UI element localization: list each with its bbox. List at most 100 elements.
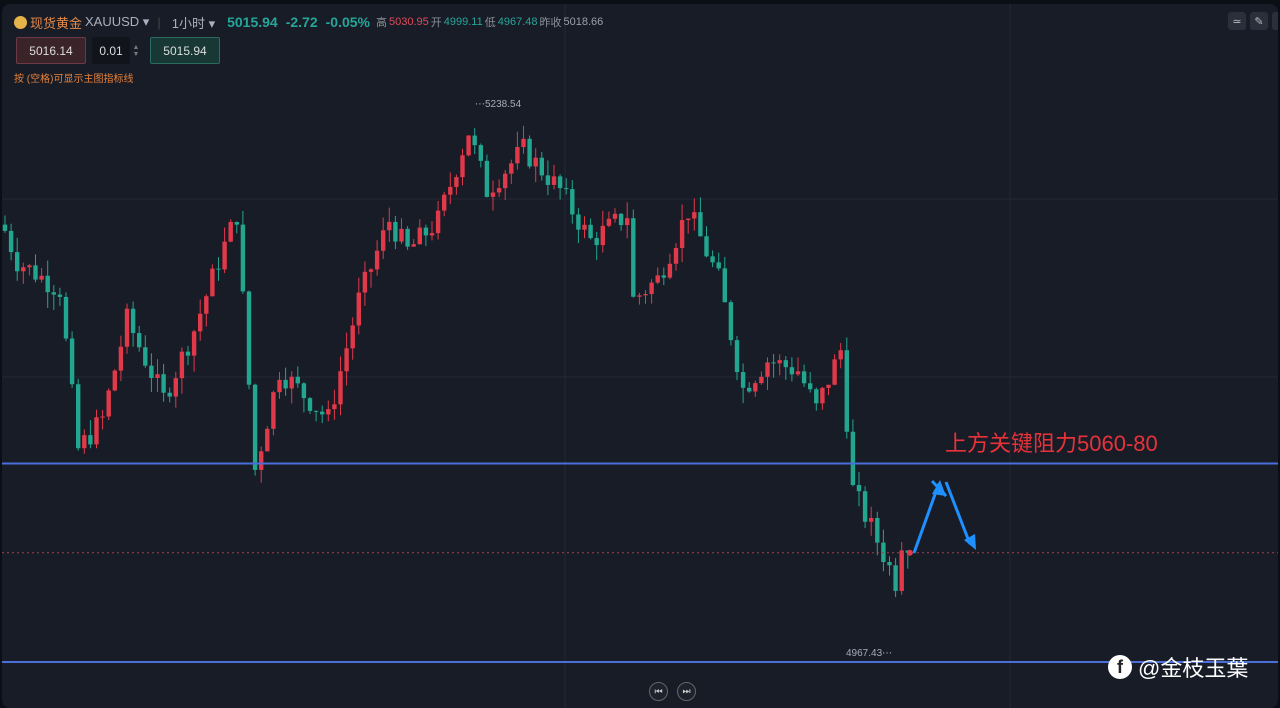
candle-body <box>643 294 648 296</box>
candle-body <box>448 186 453 195</box>
candle-body <box>747 387 752 392</box>
candle-body <box>728 302 734 341</box>
sell-price-button[interactable]: 5016.14 <box>16 37 86 64</box>
candle-body <box>801 371 807 384</box>
candle-body <box>332 404 337 410</box>
candle-body <box>814 389 819 404</box>
candle-body <box>838 350 843 360</box>
candle-body <box>753 383 758 392</box>
buy-price-button[interactable]: 5015.94 <box>150 37 220 64</box>
candle-body <box>137 333 142 348</box>
candle-body <box>82 435 87 449</box>
candle-body <box>490 192 496 197</box>
price-change: -2.72 <box>285 14 318 30</box>
candle-body <box>887 562 892 566</box>
candle-body <box>381 230 386 251</box>
candle-body <box>393 221 398 242</box>
candle-body <box>820 387 825 404</box>
candle-body <box>832 359 837 385</box>
low-value: 4967.48 <box>497 16 538 28</box>
candle-body <box>600 225 605 246</box>
candle-body <box>301 383 307 399</box>
candle-body <box>63 296 69 339</box>
candle-body <box>576 214 581 230</box>
price-change-pct: -0.05% <box>325 14 370 30</box>
candle-body <box>869 517 874 522</box>
candle-body <box>344 348 349 372</box>
candle-body <box>118 346 124 371</box>
candle-body <box>240 224 246 292</box>
candle-body <box>405 228 410 247</box>
candle-body <box>234 221 239 225</box>
candle-body <box>570 189 575 215</box>
candle-body <box>545 175 551 185</box>
candle-body <box>320 411 325 415</box>
watermark: f @金枝玉葉 <box>1108 651 1248 683</box>
candle-body <box>564 188 569 190</box>
candle-body <box>777 360 782 364</box>
gold-coin-icon <box>14 15 27 29</box>
candle-body <box>808 383 813 390</box>
open-value: 4999.11 <box>443 16 483 28</box>
candle-body <box>460 155 465 178</box>
candle-body <box>637 295 642 297</box>
candle-body <box>271 392 276 429</box>
candle-body <box>259 451 264 470</box>
candle-body <box>112 370 117 391</box>
candle-body <box>417 227 422 245</box>
more-icon[interactable]: • <box>1272 12 1278 30</box>
quote-header: 现货黄金 XAUUSD ▾ | 1小时 ▾ 5015.94 -2.72 -0.0… <box>14 12 603 32</box>
candle-body <box>106 390 111 417</box>
candle-body <box>88 435 93 445</box>
candle-body <box>862 491 868 522</box>
candle-body <box>15 252 20 272</box>
candle-body <box>435 210 441 234</box>
candle-body <box>661 275 666 278</box>
candle-body <box>204 296 209 314</box>
scroll-start-button[interactable]: ⏮ <box>649 682 668 701</box>
candle-body <box>210 268 215 297</box>
candle-body <box>466 135 471 156</box>
candle-body <box>692 212 697 219</box>
candle-body <box>368 269 374 272</box>
candle-body <box>130 308 136 334</box>
candle-body <box>173 378 178 397</box>
candle-body <box>557 176 563 189</box>
interval-selector[interactable]: 1小时 ▾ <box>171 15 216 31</box>
candle-body <box>771 362 776 364</box>
candle-body <box>51 292 56 295</box>
candle-body <box>472 135 477 146</box>
candle-body <box>533 157 538 167</box>
candlestick-chart[interactable]: ⋯5238.54 4967.43⋯ <box>2 4 1278 708</box>
candle-body <box>326 409 331 415</box>
candle-body <box>362 271 368 293</box>
lot-size-input[interactable]: 0.01 <box>92 37 130 64</box>
candle-body <box>649 282 654 295</box>
candle-body <box>795 371 801 375</box>
min-price-label: 4967.43⋯ <box>846 648 892 659</box>
candle-body <box>521 138 526 148</box>
draw-icon[interactable]: ✎ <box>1250 12 1268 30</box>
candle-body <box>509 163 514 174</box>
candle-body <box>198 313 203 332</box>
scroll-end-button[interactable]: ⏭ <box>677 682 696 701</box>
up-arrow-head-icon <box>932 480 946 496</box>
symbol-selector[interactable]: XAUUSD ▾ <box>85 14 150 29</box>
candle-body <box>588 224 593 239</box>
candle-body <box>765 362 770 377</box>
candle-body <box>149 365 154 378</box>
indicator-icon[interactable]: ≃ <box>1228 12 1246 30</box>
candle-body <box>191 331 197 356</box>
lot-stepper[interactable]: ▲ ▼ <box>132 43 140 58</box>
candle-body <box>594 238 599 246</box>
max-price-label: ⋯5238.54 <box>475 99 522 110</box>
candle-body <box>454 177 459 187</box>
candle-body <box>618 213 624 226</box>
candle-body <box>289 376 294 389</box>
candle-body <box>399 228 404 242</box>
candle-body <box>893 565 898 591</box>
candle-body <box>228 221 233 242</box>
candle-body <box>27 265 32 268</box>
candle-body <box>710 256 715 263</box>
candle-body <box>698 212 703 237</box>
